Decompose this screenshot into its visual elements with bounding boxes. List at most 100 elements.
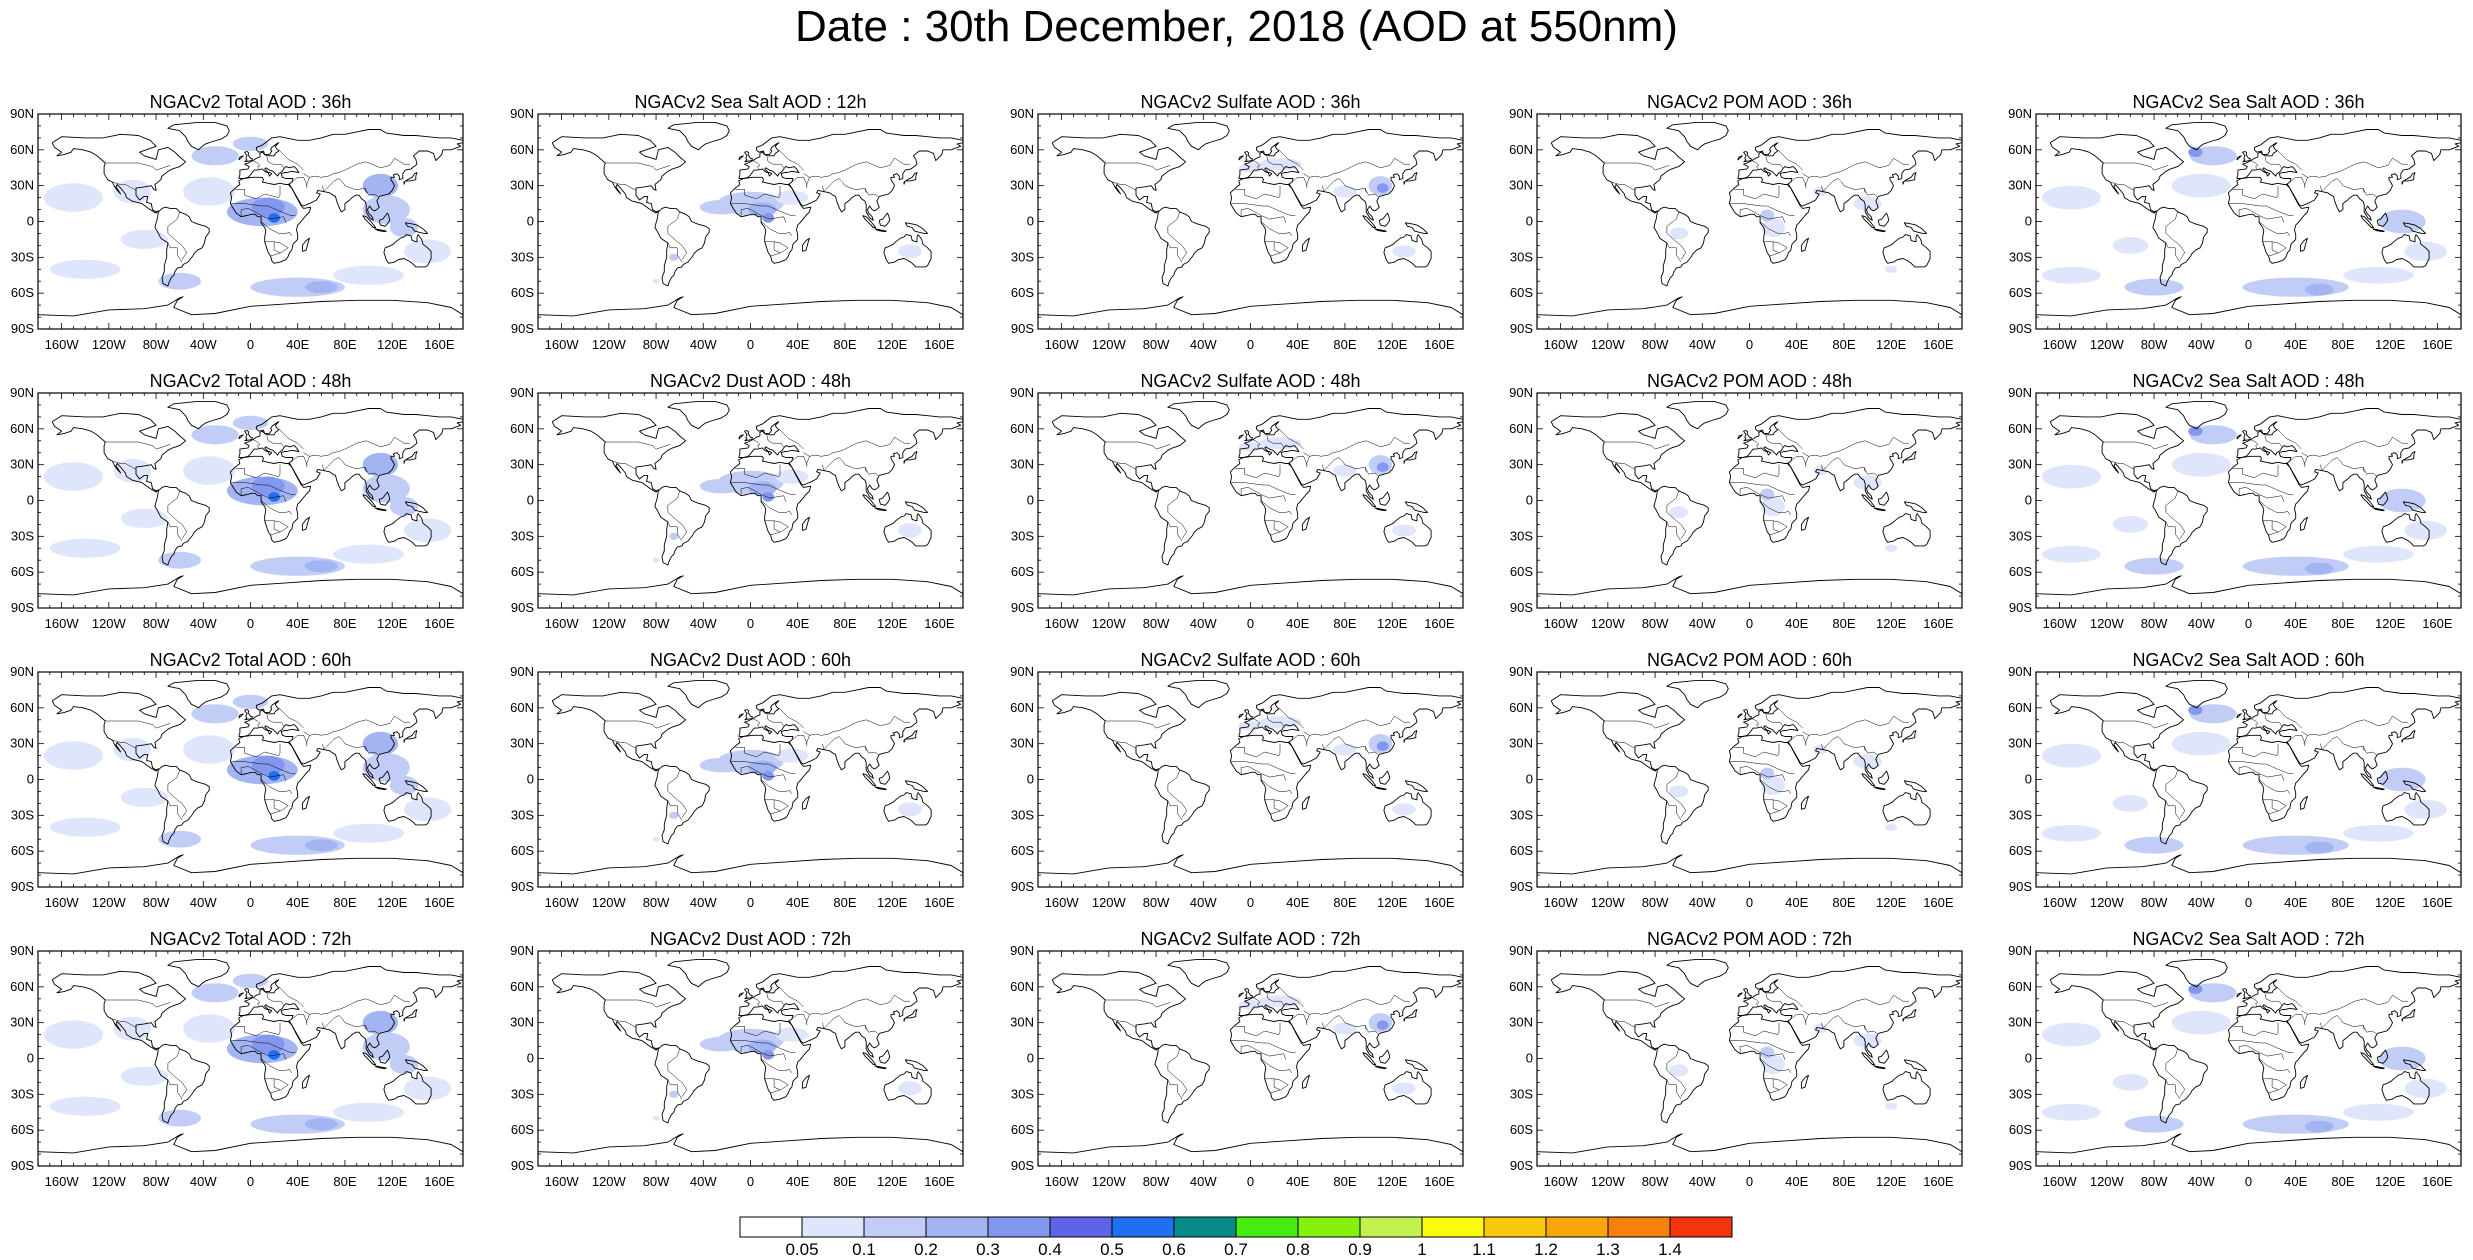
- lon-label: 160W: [2043, 895, 2078, 910]
- country-border: [112, 460, 137, 470]
- coastline: [2376, 770, 2389, 785]
- country-border: [1112, 739, 1137, 749]
- lat-label: 30S: [511, 1086, 534, 1101]
- country-border: [303, 169, 345, 178]
- lon-label: 80E: [1333, 1174, 1356, 1189]
- lon-label: 120W: [592, 1174, 627, 1189]
- coastline: [1550, 133, 1686, 214]
- country-border: [1790, 177, 1807, 186]
- country-border: [344, 157, 410, 171]
- country-border: [864, 466, 879, 476]
- coastline: [2152, 764, 2208, 845]
- country-border: [1604, 720, 1670, 729]
- coastline: [374, 507, 387, 512]
- country-border: [1821, 457, 1866, 472]
- coastline: [1238, 434, 1244, 440]
- country-border: [167, 769, 188, 818]
- country-border: [805, 456, 810, 468]
- country-border: [1230, 482, 1296, 495]
- lon-label: 0: [2245, 895, 2252, 910]
- map-frame: [1037, 950, 1464, 1167]
- coastline: [1238, 966, 1463, 1058]
- aod-region: [898, 802, 922, 817]
- lon-label: 80W: [1143, 1174, 1170, 1189]
- colorbar-label: 0.4: [1038, 1240, 1062, 1258]
- world-map: 90N 60N 30N 0 30S 60S 90S 160W 120W 80W 40W 0 40E 80E…: [10, 943, 464, 1189]
- country-border: [1772, 799, 1780, 811]
- country-border: [2165, 1079, 2181, 1100]
- coastline: [1167, 400, 1230, 430]
- map-panel: NGACv2 Sea Salt AOD : 72h 90N 60N 30N 0 30S 60…: [1998, 929, 2473, 1209]
- lon-label: 80W: [1143, 337, 1170, 352]
- coastline: [2299, 237, 2308, 252]
- country-border: [1105, 999, 1171, 1008]
- aod-region: [1376, 741, 1389, 751]
- country-border: [1843, 436, 1909, 450]
- lat-label: 0: [1027, 772, 1034, 787]
- aod-region: [333, 1102, 404, 1122]
- lon-label: 120E: [1876, 1174, 1907, 1189]
- aod-region: [304, 560, 338, 573]
- coastline: [1743, 430, 1752, 442]
- map-frame: [1037, 113, 1464, 330]
- aod-region: [762, 771, 775, 781]
- aod-region: [1333, 743, 1357, 756]
- country-border: [740, 208, 787, 223]
- country-border: [2276, 428, 2302, 450]
- country-border: [1230, 761, 1296, 774]
- lat-label: 60N: [1509, 142, 1533, 157]
- lat-label: 90S: [1510, 321, 1533, 336]
- lat-label: 60S: [511, 843, 534, 858]
- country-border: [2250, 997, 2259, 1007]
- lat-label: 0: [27, 772, 34, 787]
- coastline: [1902, 172, 1917, 185]
- country-border: [1843, 715, 1909, 729]
- country-border: [2303, 177, 2308, 189]
- lon-label: 160E: [1424, 1174, 1455, 1189]
- colorbar-swatch: [1421, 1216, 1485, 1238]
- lon-label: 80E: [833, 1174, 856, 1189]
- coastline: [2376, 1049, 2389, 1064]
- country-border: [1266, 156, 1284, 168]
- colorbar-label: 0.8: [1286, 1240, 1310, 1258]
- country-border: [1305, 456, 1310, 468]
- country-border: [730, 761, 796, 774]
- coastline: [2049, 133, 2185, 214]
- country-border: [778, 428, 804, 450]
- country-border: [1240, 766, 1287, 781]
- lon-label: 80W: [643, 895, 670, 910]
- country-border: [1278, 149, 1304, 171]
- lat-label: 90N: [510, 664, 534, 679]
- coastline: [2372, 507, 2385, 512]
- country-border: [105, 720, 171, 729]
- country-border: [1666, 211, 1687, 260]
- country-border: [344, 994, 410, 1008]
- coastline: [154, 485, 210, 566]
- country-border: [730, 203, 796, 216]
- lat-label: 30S: [2009, 1086, 2032, 1101]
- country-border: [2262, 241, 2287, 257]
- coastline: [2236, 687, 2461, 779]
- panel-title: NGACv2 Dust AOD : 48h: [649, 371, 852, 391]
- country-border: [1364, 466, 1379, 476]
- country-border: [1291, 177, 1308, 186]
- lat-label: 30S: [11, 807, 34, 822]
- lon-label: 80E: [833, 895, 856, 910]
- lat-label: 0: [1027, 1051, 1034, 1066]
- lat-label: 30S: [11, 249, 34, 264]
- country-border: [773, 799, 781, 811]
- aod-region: [158, 830, 201, 848]
- country-border: [278, 986, 304, 1008]
- coastline: [1737, 129, 1962, 221]
- coastline: [1653, 1043, 1709, 1124]
- country-border: [278, 428, 304, 450]
- country-border: [1777, 149, 1803, 171]
- country-border: [2165, 769, 2186, 818]
- panel-title: NGACv2 POM AOD : 36h: [1646, 92, 1853, 112]
- coastline: [738, 129, 963, 221]
- lon-label: 40W: [1689, 895, 1716, 910]
- lat-label: 60N: [1010, 421, 1034, 436]
- coastline: [1737, 408, 1962, 500]
- aod-region: [304, 1118, 338, 1131]
- aod-region: [1669, 506, 1689, 519]
